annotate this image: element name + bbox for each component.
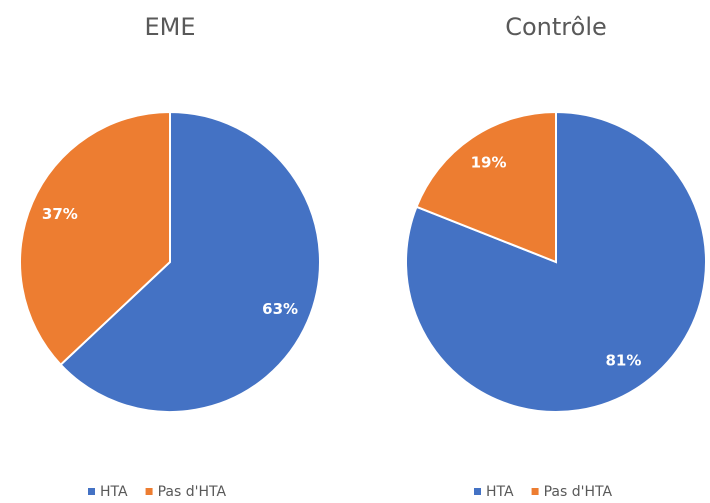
legend-swatch: [531, 488, 539, 495]
legend-swatch: [88, 488, 95, 495]
chart-title: EME: [144, 13, 195, 41]
value-label: 81%: [605, 352, 641, 370]
legend-swatch: [145, 488, 153, 495]
pie-slice: [415, 110, 557, 264]
pie-slice: [19, 110, 171, 367]
legend-label: HTA: [486, 484, 514, 500]
value-label: 19%: [471, 153, 507, 171]
value-label: 37%: [42, 205, 78, 223]
pie-slice: [59, 110, 321, 413]
legend-swatch: [474, 488, 481, 495]
value-label: 63%: [262, 300, 298, 318]
legend-label: HTA: [100, 484, 128, 500]
legend-label: Pas d'HTA: [544, 484, 613, 500]
chart-title: Contrôle: [505, 13, 607, 41]
legend-label: Pas d'HTA: [158, 484, 227, 500]
